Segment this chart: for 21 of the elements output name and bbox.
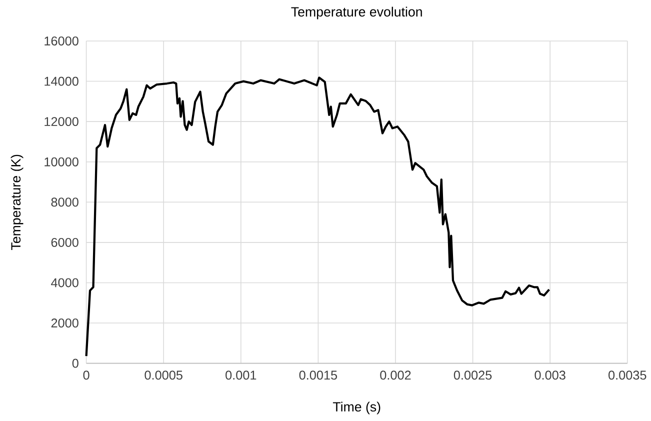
y-axis-title: Temperature (K): [10, 154, 24, 250]
y-tick-label: 6000: [51, 238, 78, 247]
y-tick-label: 8000: [51, 198, 78, 207]
y-tick-label: 0: [72, 358, 78, 368]
y-tick-label: 10000: [44, 157, 78, 166]
x-tick-label: 0.0025: [454, 370, 492, 380]
y-tick-label: 14000: [44, 76, 78, 86]
y-tick-label: 2000: [51, 318, 78, 328]
x-tick-label: 0.0015: [299, 370, 338, 380]
x-tick-label: 0.003: [534, 370, 566, 380]
line-series: [85, 76, 550, 358]
x-axis-title: Time (s): [332, 402, 380, 414]
y-tick-label: 16000: [44, 36, 78, 46]
y-tick-label: 12000: [44, 117, 78, 126]
x-tick-label: 0.001: [226, 370, 256, 380]
x-tick-label: 0.0035: [608, 370, 646, 380]
x-tick-label: 0.002: [380, 370, 411, 380]
chart-title: Temperature evolution: [291, 6, 422, 20]
x-tick-label: 0.0005: [144, 370, 182, 380]
y-tick-label: 4000: [51, 278, 78, 288]
x-tick-label: 0: [83, 370, 90, 380]
